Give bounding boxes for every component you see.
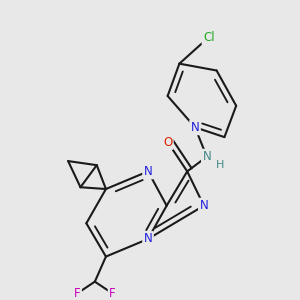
Text: N: N bbox=[144, 232, 152, 245]
Text: N: N bbox=[200, 199, 208, 212]
Text: F: F bbox=[74, 287, 80, 300]
Text: O: O bbox=[163, 136, 172, 148]
Text: N: N bbox=[202, 150, 211, 163]
Text: N: N bbox=[144, 165, 152, 178]
Text: Cl: Cl bbox=[203, 31, 214, 44]
Text: H: H bbox=[216, 160, 225, 170]
Text: F: F bbox=[109, 287, 116, 300]
Text: N: N bbox=[191, 121, 200, 134]
